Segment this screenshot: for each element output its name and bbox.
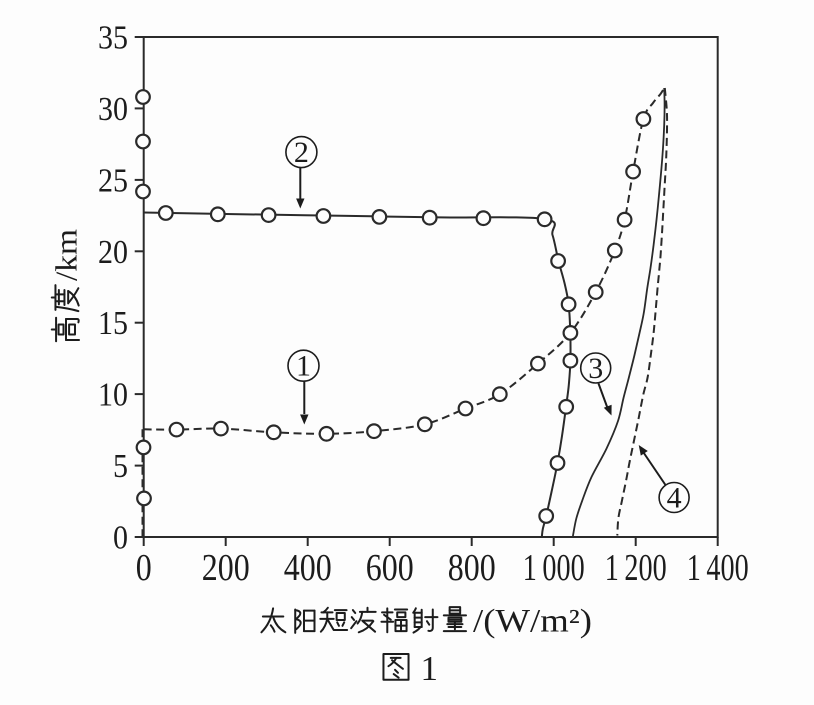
svg-text:1 200: 1 200 <box>605 547 667 589</box>
svg-text:10: 10 <box>98 377 128 414</box>
svg-text:400: 400 <box>284 547 332 589</box>
svg-text:5: 5 <box>113 448 128 485</box>
svg-text:4: 4 <box>667 482 682 515</box>
svg-text:30: 30 <box>98 91 128 128</box>
svg-text:2: 2 <box>294 136 309 169</box>
svg-text:0: 0 <box>113 520 128 557</box>
svg-text:800: 800 <box>448 547 496 589</box>
svg-text:600: 600 <box>366 547 414 589</box>
svg-text:1: 1 <box>296 350 311 383</box>
svg-text:3: 3 <box>588 352 603 385</box>
svg-text:1 400: 1 400 <box>687 547 749 589</box>
svg-text:200: 200 <box>202 547 250 589</box>
svg-text:1 000: 1 000 <box>523 547 585 589</box>
svg-text:25: 25 <box>98 162 128 199</box>
svg-text:20: 20 <box>98 234 128 271</box>
svg-text:15: 15 <box>98 305 128 342</box>
svg-text:0: 0 <box>136 547 152 589</box>
svg-text:35: 35 <box>98 20 128 57</box>
svg-text:1: 1 <box>421 649 439 688</box>
svg-text:/km: /km <box>49 229 84 281</box>
svg-text:/(W/m²): /(W/m²) <box>473 604 592 640</box>
